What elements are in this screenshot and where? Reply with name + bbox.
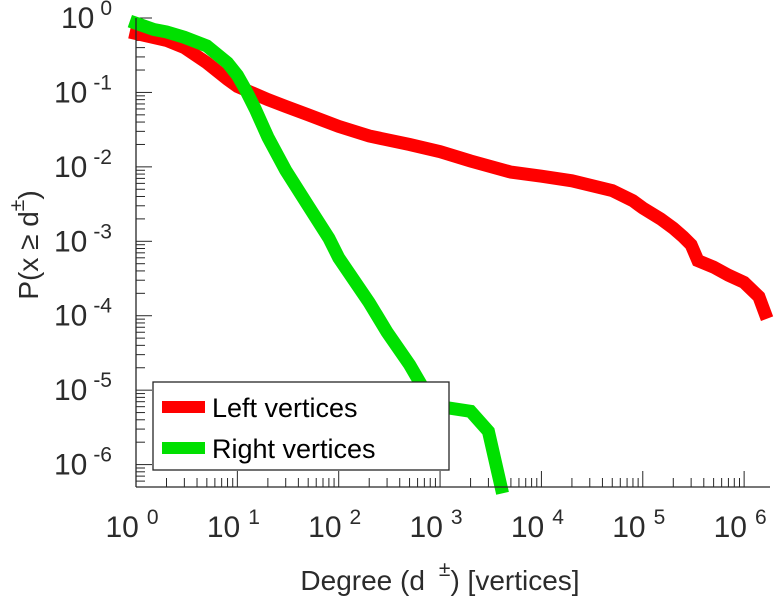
x-tick-label: 10 6: [714, 506, 767, 544]
axes: [135, 18, 770, 488]
y-tick-label: 10 0: [61, 0, 112, 35]
y-tick-label: 10 -6: [54, 444, 112, 482]
tick-marks: [135, 17, 745, 488]
legend-label-right-vertices: Right vertices: [212, 434, 376, 464]
y-tick-label: 10 -3: [54, 220, 112, 258]
y-tick-label: 10 -4: [54, 295, 112, 333]
y-tick-label: 10 -1: [54, 71, 112, 109]
legend: Left vertices Right vertices: [152, 381, 450, 471]
x-tick-label: 10 2: [308, 506, 361, 544]
legend-label-left-vertices: Left vertices: [212, 393, 358, 423]
y-axis-title: P(x ≥ d±): [6, 190, 44, 299]
x-axis-title: Degree (d ±) [vertices]: [300, 558, 579, 596]
legend-box: [152, 381, 450, 471]
x-tick-label: 10 5: [612, 506, 665, 544]
x-tick-label: 10 1: [207, 506, 260, 544]
y-tick-label: 10 -2: [54, 146, 112, 184]
x-tick-label: 10 0: [105, 506, 158, 544]
y-tick-label: 10 -5: [54, 369, 112, 407]
x-tick-label: 10 4: [511, 506, 564, 544]
x-tick-labels: 10 0 10 1 10 2 10 3 10 4 10 5 10 6: [105, 506, 766, 544]
x-tick-label: 10 3: [410, 506, 463, 544]
